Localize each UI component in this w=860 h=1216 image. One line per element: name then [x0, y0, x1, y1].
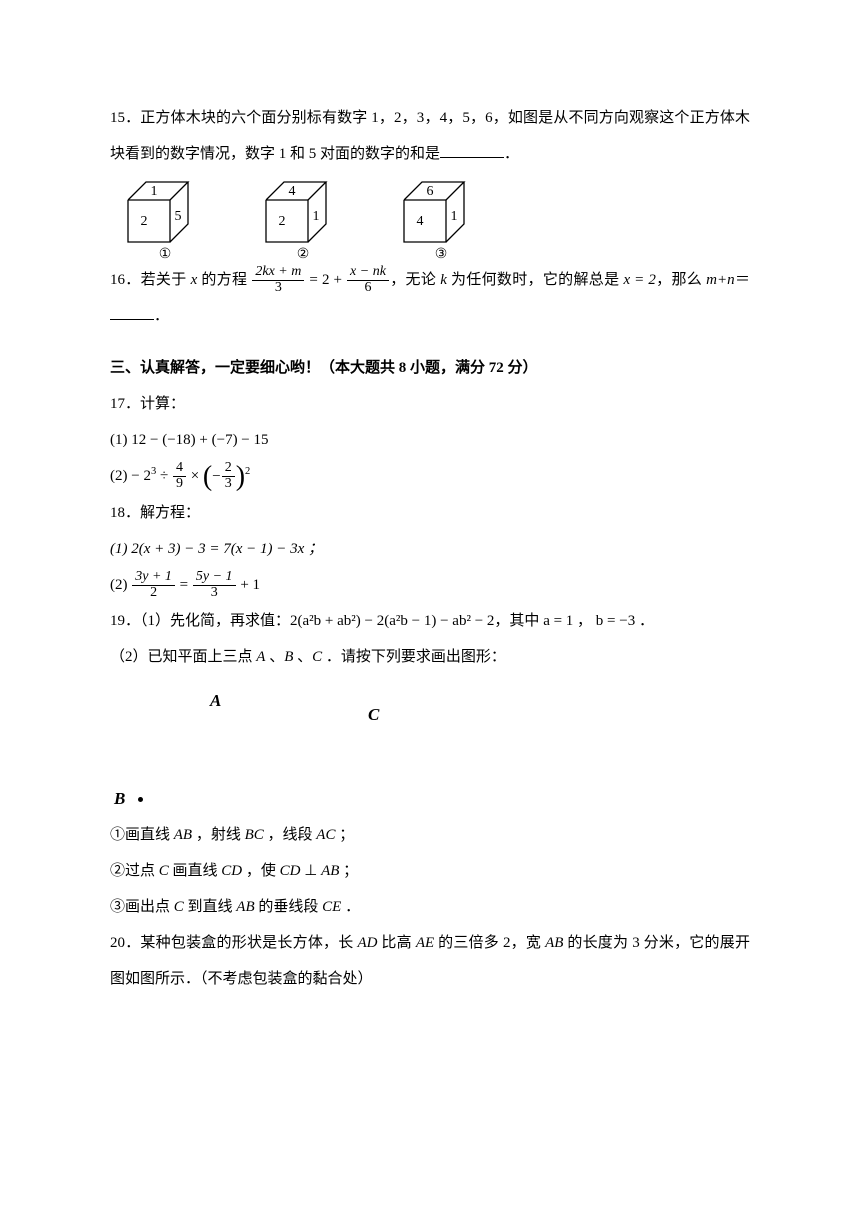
q17-p2: (2) − 2 3 ÷ 49 × (−23)2: [110, 458, 750, 495]
cube-1-front: 2: [141, 214, 148, 229]
q18-p2-f2n: 5y − 1: [193, 570, 236, 585]
q15-body: 15．正方体木块的六个面分别标有数字 1，2，3，4，5，6，如图是从不同方向观…: [110, 110, 750, 162]
q16-mid-e: ＝: [735, 272, 750, 288]
cube-1: 1 2 5: [126, 180, 204, 244]
cube-wrap-3: 6 4 1 ③: [402, 180, 480, 262]
q17-p2-f1d: 9: [173, 476, 186, 492]
cube-3-right: 1: [451, 209, 458, 224]
cube-2-top: 4: [289, 184, 296, 199]
q18-p2-plus: + 1: [237, 577, 260, 593]
q16-sol: x = 2: [623, 272, 655, 288]
cube-1-label: ①: [159, 248, 172, 262]
q18-p2-f1: 3y + 12: [131, 570, 176, 600]
q15-cubes: 1 2 5 ① 4 2 1 ② 6 4: [110, 172, 750, 262]
cube-1-right: 5: [175, 209, 182, 224]
q17-p2-div: ÷: [156, 468, 172, 484]
q19-s2: ②过点 C 画直线 CD ，使 CD ⊥ AB ；: [110, 853, 750, 889]
cube-2-front: 2: [279, 214, 286, 229]
q16-mn: m+n: [706, 272, 734, 288]
q19-p1-vals: a = 1 ， b = −3 ．: [543, 613, 654, 629]
q17-p2-frac2: 23: [221, 461, 236, 491]
rparen-icon: ): [236, 464, 245, 489]
q18-p2: (2) 3y + 12 = 5y − 13 + 1: [110, 567, 750, 603]
q16-eq: = 2 +: [305, 272, 346, 288]
q16-frac1-num: 2kx + m: [252, 265, 304, 280]
q15-period: ．: [504, 146, 519, 162]
lparen-icon: (: [203, 464, 212, 489]
cube-wrap-2: 4 2 1 ②: [264, 180, 342, 262]
q18-p2-f2d: 3: [193, 585, 236, 601]
point-a-label: A: [210, 681, 221, 722]
q18-p2-f1n: 3y + 1: [132, 570, 175, 585]
q16-frac2-den: 6: [347, 280, 389, 296]
q18-p2-prefix: (2): [110, 577, 131, 593]
q19-p2: （2）已知平面上三点 A 、B 、C ．请按下列要求画出图形：: [110, 639, 750, 675]
q15-blank: [440, 142, 504, 158]
point-b-label: B: [114, 779, 125, 820]
q16-mid-a: 的方程: [197, 272, 251, 288]
q17-p2-frac1: 49: [172, 461, 187, 491]
q17-p2-f2n: 2: [222, 461, 235, 476]
q20-text: 20．某种包装盒的形状是长方体，长 AD 比高 AE 的三倍多 2，宽 AB 的…: [110, 925, 750, 997]
q18-p2-eq: =: [176, 577, 192, 593]
q19-s1: ①画直线 AB ，射线 BC ，线段 AC ；: [110, 817, 750, 853]
q15-text: 15．正方体木块的六个面分别标有数字 1，2，3，4，5，6，如图是从不同方向观…: [110, 100, 750, 172]
q16-prefix: 16．若关于: [110, 272, 191, 288]
cube-wrap-1: 1 2 5 ①: [126, 180, 204, 262]
q16-text: 16．若关于 x 的方程 2kx + m3 = 2 + x − nk6，无论 k…: [110, 262, 750, 334]
q17-p2-prefix: (2) − 2: [110, 468, 151, 484]
cube-3-front: 4: [417, 214, 424, 229]
point-c-label: C: [368, 695, 379, 736]
q17-p2-mul: ×: [187, 468, 203, 484]
q16-frac1-den: 3: [252, 280, 304, 296]
cube-2-right: 1: [313, 209, 320, 224]
q17-p2-outer-exp: 2: [245, 466, 250, 477]
q19-p1-mid: ，其中: [494, 613, 543, 629]
q18-p2-f1d: 2: [132, 585, 175, 601]
q16-mid-d: ，那么: [656, 272, 706, 288]
q18-head: 18．解方程：: [110, 495, 750, 531]
q19-s3: ③画出点 C 到直线 AB 的垂线段 CE ．: [110, 889, 750, 925]
q19-p1-expr: 2(a²b + ab²) − 2(a²b − 1) − ab² − 2: [290, 613, 494, 629]
q19-p2-text: （2）已知平面上三点 A 、B 、C ．请按下列要求画出图形：: [110, 649, 506, 665]
q16-mid-b: ，无论: [390, 272, 440, 288]
q16-tail: ．: [154, 308, 169, 324]
cube-2-label: ②: [297, 248, 310, 262]
q19-p1-prefix: 19．（1）先化简，再求值：: [110, 613, 290, 629]
q18-p2-f2: 5y − 13: [192, 570, 237, 600]
q17-p2-f1n: 4: [173, 461, 186, 476]
q18-p1: (1) 2(x + 3) − 3 = 7(x − 1) − 3x ；: [110, 531, 750, 567]
q16-blank: [110, 304, 154, 320]
q18-p1-expr: (1) 2(x + 3) − 3 = 7(x − 1) − 3x ；: [110, 541, 323, 557]
q19-p1: 19．（1）先化简，再求值：2(a²b + ab²) − 2(a²b − 1) …: [110, 603, 750, 639]
cube-2: 4 2 1: [264, 180, 342, 244]
q16-frac2-num: x − nk: [347, 265, 389, 280]
q19-points-figure: A C B: [110, 681, 470, 811]
q16-frac1: 2kx + m3: [251, 265, 305, 295]
q16-frac2: x − nk6: [346, 265, 390, 295]
section-3-head: 三、认真解答，一定要细心哟！（本大题共 8 小题，满分 72 分）: [110, 350, 750, 386]
cube-1-top: 1: [151, 184, 158, 199]
cube-3: 6 4 1: [402, 180, 480, 244]
cube-3-label: ③: [435, 248, 448, 262]
point-b-dot: [138, 797, 143, 802]
q17-p1: (1) 12 − (−18) + (−7) − 15: [110, 422, 750, 458]
q16-mid-c: 为任何数时，它的解总是: [447, 272, 624, 288]
q17-p2-f2d: 3: [222, 476, 235, 492]
q16-k: k: [440, 272, 447, 288]
q17-head: 17．计算：: [110, 386, 750, 422]
q17-p2-sign: −: [212, 469, 220, 485]
cube-3-top: 6: [427, 184, 434, 199]
